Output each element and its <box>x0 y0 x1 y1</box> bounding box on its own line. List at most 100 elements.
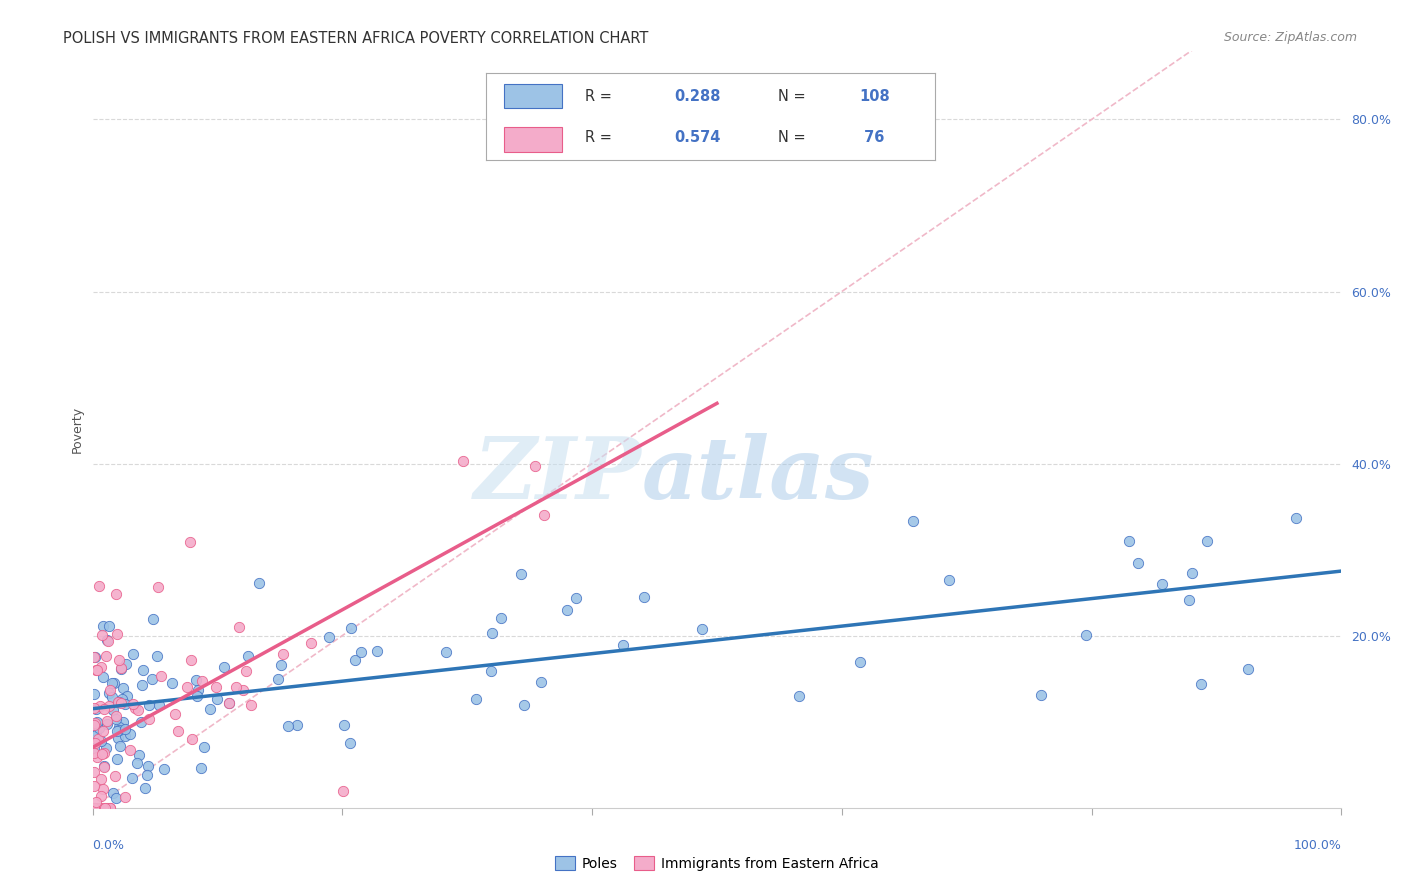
Point <box>114 698 136 712</box>
Point <box>366 644 388 658</box>
Point <box>91 747 114 761</box>
Point <box>142 612 165 626</box>
Point <box>83 740 105 755</box>
Point <box>83 687 105 701</box>
Y-axis label: Poverty: Poverty <box>72 406 84 453</box>
Point <box>96 741 118 756</box>
Point <box>96 717 118 731</box>
Point <box>83 764 105 779</box>
Text: 0.0%: 0.0% <box>93 838 125 852</box>
Point <box>86 663 108 677</box>
Point <box>97 699 120 714</box>
Point <box>333 718 356 732</box>
Point <box>117 690 139 704</box>
Point <box>273 647 295 661</box>
Point <box>160 675 183 690</box>
Point <box>180 653 202 667</box>
Point <box>1118 533 1140 548</box>
Point <box>84 728 107 742</box>
Point <box>108 652 131 666</box>
Point <box>89 698 111 713</box>
Point <box>87 800 110 814</box>
Point <box>318 631 340 645</box>
Point <box>465 692 488 706</box>
Point <box>141 672 163 686</box>
Text: ZIP: ZIP <box>474 433 643 516</box>
Point <box>127 703 149 717</box>
Point <box>240 698 263 713</box>
Point <box>266 672 288 686</box>
Point <box>93 759 115 773</box>
Point <box>83 718 105 732</box>
Point <box>190 760 212 774</box>
Point <box>91 619 114 633</box>
Point <box>90 734 112 748</box>
Point <box>93 702 115 716</box>
Point <box>692 622 714 636</box>
Point <box>513 698 536 712</box>
Point <box>90 628 112 642</box>
Point <box>146 580 169 594</box>
Point <box>938 573 960 587</box>
Point <box>565 591 588 606</box>
Point <box>1031 688 1053 702</box>
Point <box>111 714 134 729</box>
Point <box>97 619 120 633</box>
Point <box>93 760 115 774</box>
Point <box>98 686 121 700</box>
Point <box>111 692 134 706</box>
Point <box>848 656 870 670</box>
Point <box>232 682 254 697</box>
Point <box>277 719 299 733</box>
Point <box>108 721 131 735</box>
Point <box>84 649 107 664</box>
Point <box>91 723 114 738</box>
Point <box>121 648 143 662</box>
Point <box>238 648 260 663</box>
Point <box>90 772 112 787</box>
Point <box>135 768 157 782</box>
Point <box>787 689 810 703</box>
Point <box>523 459 546 474</box>
Point <box>129 714 152 729</box>
Point <box>84 716 107 731</box>
Point <box>96 632 118 647</box>
Point <box>105 712 128 726</box>
Point <box>299 636 322 650</box>
Point <box>350 644 373 658</box>
Point <box>148 698 170 712</box>
Point <box>83 747 105 761</box>
Point <box>184 673 207 687</box>
Point <box>101 786 124 800</box>
Point <box>103 769 125 783</box>
Point <box>1074 628 1097 642</box>
Point <box>86 800 108 814</box>
Point <box>1150 577 1173 591</box>
Point <box>94 649 117 664</box>
Point <box>218 696 240 710</box>
Point <box>114 789 136 804</box>
Point <box>103 676 125 690</box>
Point <box>128 747 150 762</box>
Point <box>87 579 110 593</box>
Text: 100.0%: 100.0% <box>1294 838 1341 852</box>
Point <box>270 658 292 673</box>
Point <box>218 696 240 710</box>
Point <box>105 627 128 641</box>
Point <box>98 683 121 698</box>
Point <box>93 746 115 760</box>
Point <box>101 703 124 717</box>
Point <box>91 670 114 684</box>
Point <box>98 800 121 814</box>
Text: POLISH VS IMMIGRANTS FROM EASTERN AFRICA POVERTY CORRELATION CHART: POLISH VS IMMIGRANTS FROM EASTERN AFRICA… <box>63 31 648 46</box>
Point <box>204 680 226 694</box>
Point <box>451 454 474 468</box>
Point <box>145 648 167 663</box>
Point <box>104 709 127 723</box>
Point <box>83 649 105 664</box>
Point <box>122 697 145 711</box>
Point <box>166 724 188 739</box>
Point <box>1197 534 1219 549</box>
Point <box>138 698 160 713</box>
Point <box>96 714 118 728</box>
